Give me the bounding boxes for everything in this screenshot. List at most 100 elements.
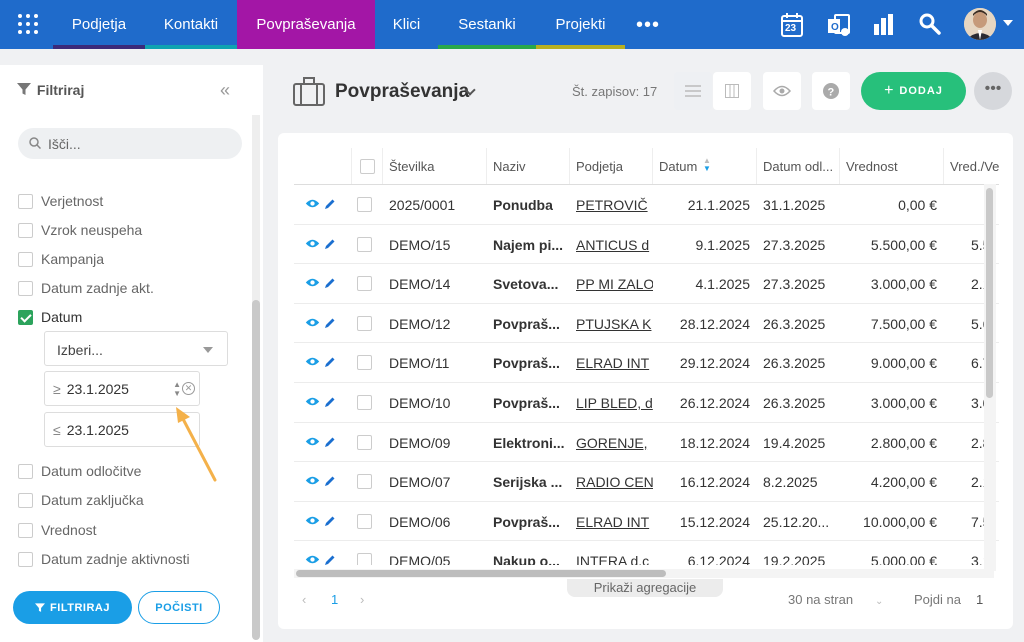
kanban-view-button[interactable]: [713, 72, 751, 110]
per-page-select[interactable]: 30 na stran ⌄: [788, 592, 883, 607]
table-cell[interactable]: ANTICUS d: [576, 236, 650, 253]
filter-item-datum-odlocitve[interactable]: Datum odločitve: [18, 463, 141, 479]
more-actions-button[interactable]: •••: [974, 72, 1012, 110]
pencil-icon[interactable]: [324, 554, 336, 565]
table-cell[interactable]: PP MI ZALO: [576, 276, 653, 293]
eye-icon[interactable]: [305, 436, 320, 447]
date-from-input[interactable]: ≥23.1.2025 ▲ ▼ ✕: [44, 371, 200, 406]
reports-chart-icon[interactable]: [871, 12, 897, 38]
table-vertical-scrollbar-thumb[interactable]: [986, 188, 993, 398]
date-range-select[interactable]: Izberi...: [44, 331, 228, 366]
table-cell[interactable]: GORENJE,: [576, 434, 648, 451]
outlook-sync-icon[interactable]: O: [826, 12, 852, 38]
table-cell[interactable]: PETROVIČ: [576, 197, 648, 213]
checkbox[interactable]: [18, 463, 33, 479]
table-row[interactable]: DEMO/05 Nakup o... INTERA d.c 6.12.2024 19.2…: [294, 540, 999, 565]
eye-icon[interactable]: [305, 554, 320, 565]
row-checkbox[interactable]: [357, 355, 372, 371]
eye-icon[interactable]: [305, 356, 320, 367]
nav-tab-povprasevanja[interactable]: Povpraševanja: [237, 0, 375, 49]
pencil-icon[interactable]: [324, 198, 336, 210]
add-button[interactable]: + DODAJ: [861, 72, 966, 110]
collapse-sidebar-icon[interactable]: «: [220, 80, 231, 100]
checkbox[interactable]: [18, 551, 33, 567]
sort-icon[interactable]: ▲ ▼: [703, 156, 711, 173]
row-checkbox[interactable]: [357, 474, 372, 490]
user-avatar[interactable]: [964, 8, 996, 40]
column-header-vred-ve[interactable]: Vred./Ve: [943, 148, 1013, 184]
eye-icon[interactable]: [305, 396, 320, 407]
table-row[interactable]: DEMO/10 Povpraš... LIP BLED, d 26.12.2024 26…: [294, 382, 999, 422]
list-view-button[interactable]: [674, 72, 712, 110]
filter-item-datum-zadnje-aktivnosti[interactable]: Datum zadnje aktivnosti: [18, 551, 190, 567]
eye-icon[interactable]: [305, 238, 320, 249]
checkbox[interactable]: [18, 222, 33, 238]
select-all-checkbox[interactable]: [360, 159, 375, 174]
nav-tab-projekti[interactable]: Projekti: [536, 0, 625, 49]
eye-icon[interactable]: [305, 515, 320, 526]
table-cell[interactable]: LIP BLED, d: [576, 395, 653, 411]
help-button[interactable]: ?: [812, 72, 850, 110]
row-checkbox[interactable]: [357, 276, 372, 292]
table-cell[interactable]: ELRAD INT: [576, 513, 650, 530]
checkbox[interactable]: [18, 492, 33, 508]
pencil-icon[interactable]: [324, 436, 336, 448]
sidebar-scrollbar-thumb[interactable]: [252, 300, 260, 640]
table-row[interactable]: DEMO/15 Najem pi... ANTICUS d 9.1.2025 27.3.…: [294, 223, 999, 264]
goto-page-input[interactable]: 1: [976, 592, 984, 607]
table-row[interactable]: DEMO/14 Svetova... PP MI ZALO 4.1.2025 27.3.…: [294, 263, 999, 303]
row-checkbox[interactable]: [357, 197, 372, 212]
table-row[interactable]: DEMO/11 Povpraš... ELRAD INT 29.12.2024 26.3…: [294, 342, 999, 382]
row-checkbox[interactable]: [357, 315, 372, 331]
calendar-icon[interactable]: 23: [780, 12, 806, 38]
nav-tab-klici[interactable]: Klici: [392, 16, 421, 33]
clear-icon[interactable]: ✕: [182, 382, 195, 395]
show-aggregations-button[interactable]: Prikaži agregacije: [567, 579, 723, 597]
search-icon[interactable]: [918, 12, 944, 38]
prev-page-icon[interactable]: ‹: [302, 592, 307, 607]
nav-tab-kontakti[interactable]: Kontakti: [145, 0, 237, 49]
table-row[interactable]: DEMO/06 Povpraš... ELRAD INT 15.12.2024 25.1…: [294, 500, 999, 541]
column-header-stevilka[interactable]: Številka: [382, 148, 486, 184]
pencil-icon[interactable]: [324, 356, 336, 368]
user-menu-caret-icon[interactable]: [1003, 20, 1013, 26]
table-cell[interactable]: PTUJSKA K: [576, 315, 652, 332]
row-checkbox[interactable]: [357, 434, 372, 450]
current-page[interactable]: 1: [331, 592, 339, 607]
table-cell[interactable]: ELRAD INT: [576, 355, 650, 372]
filter-item-vrednost[interactable]: Vrednost: [18, 522, 97, 538]
filter-item-datum-zakljucka[interactable]: Datum zaključka: [18, 492, 144, 508]
filter-item-datum-zadnje-akt[interactable]: Datum zadnje akt.: [18, 280, 154, 296]
column-header-datum[interactable]: Datum ▲ ▼: [652, 148, 756, 184]
table-row[interactable]: DEMO/12 Povpraš... PTUJSKA K 28.12.2024 26.3…: [294, 302, 999, 343]
table-horizontal-scrollbar-thumb[interactable]: [296, 570, 666, 577]
table-cell[interactable]: INTERA d.c: [576, 553, 650, 565]
spinner-icon[interactable]: ▲ ▼: [173, 380, 181, 398]
eye-icon[interactable]: [305, 317, 320, 328]
pencil-icon[interactable]: [324, 475, 336, 487]
row-checkbox[interactable]: [357, 553, 372, 565]
column-header-vrednost[interactable]: Vrednost: [839, 148, 943, 184]
pencil-icon[interactable]: [324, 515, 336, 527]
column-header-datum-odl[interactable]: Datum odl...: [756, 148, 839, 184]
eye-icon[interactable]: [305, 277, 320, 288]
filter-item-verjetnost[interactable]: Verjetnost: [18, 193, 103, 209]
pencil-icon[interactable]: [324, 238, 336, 250]
more-nav-icon[interactable]: •••: [636, 14, 661, 36]
eye-icon[interactable]: [305, 475, 320, 486]
pencil-icon[interactable]: [324, 317, 336, 329]
checkbox[interactable]: [18, 522, 33, 538]
page-title[interactable]: Povpraševanja: [335, 81, 470, 102]
nav-tab-podjetja[interactable]: Podjetja: [53, 0, 145, 49]
preview-button[interactable]: [763, 72, 801, 110]
filter-item-vzrok-neuspeha[interactable]: Vzrok neuspeha: [18, 222, 142, 238]
clear-filters-button[interactable]: POČISTI: [138, 591, 220, 624]
checkbox[interactable]: [18, 193, 33, 209]
row-checkbox[interactable]: [357, 236, 372, 252]
pencil-icon[interactable]: [324, 396, 336, 408]
filter-item-datum[interactable]: Datum: [18, 309, 82, 325]
column-header-podjetja[interactable]: Podjetja: [569, 148, 652, 184]
pencil-icon[interactable]: [324, 277, 336, 289]
checkbox[interactable]: [18, 280, 33, 296]
eye-icon[interactable]: [305, 198, 320, 209]
